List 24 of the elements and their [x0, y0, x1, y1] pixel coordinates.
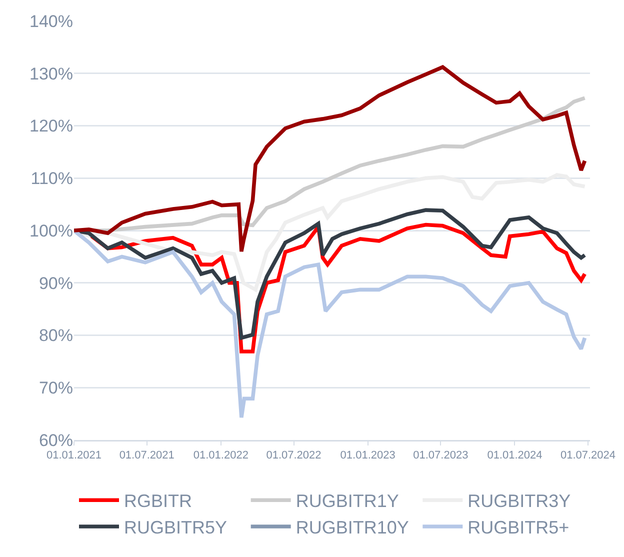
x-tick-label: 01.01.2023 — [340, 450, 396, 462]
y-tick-label: 120% — [30, 116, 73, 136]
x-tick-label: 01.01.2022 — [193, 450, 248, 462]
x-tick-label: 01.07.2024 — [560, 450, 616, 462]
line-series — [74, 65, 587, 254]
y-tick-label: 100% — [30, 221, 73, 240]
y-tick-label: 70% — [38, 378, 73, 398]
x-tick-label: 01.07.2022 — [266, 450, 322, 462]
x-tick-label: 01.07.2023 — [413, 450, 468, 462]
legend-label: RGBITR — [124, 491, 192, 512]
legend-label: RUGBITR1Y — [296, 491, 399, 512]
y-tick-label: 130% — [30, 64, 73, 84]
y-tick-label: 90% — [38, 274, 73, 293]
legend-label: RUGBITR3Y — [468, 491, 571, 512]
y-tick-label: 60% — [38, 430, 73, 450]
legend-label: RUGBITR5+ — [468, 518, 570, 538]
x-tick-label: 01.01.2021 — [46, 450, 102, 462]
legend-label: RUGBITR10Y — [296, 518, 409, 538]
y-tick-label: 80% — [38, 326, 73, 346]
x-tick-label: 01.07.2021 — [119, 450, 174, 462]
x-tick-label: 01.01.2024 — [487, 450, 542, 462]
legend-label: RUGBITR5Y — [124, 518, 228, 538]
y-tick-label: 140% — [30, 12, 73, 31]
y-tick-label: 110% — [30, 169, 73, 188]
